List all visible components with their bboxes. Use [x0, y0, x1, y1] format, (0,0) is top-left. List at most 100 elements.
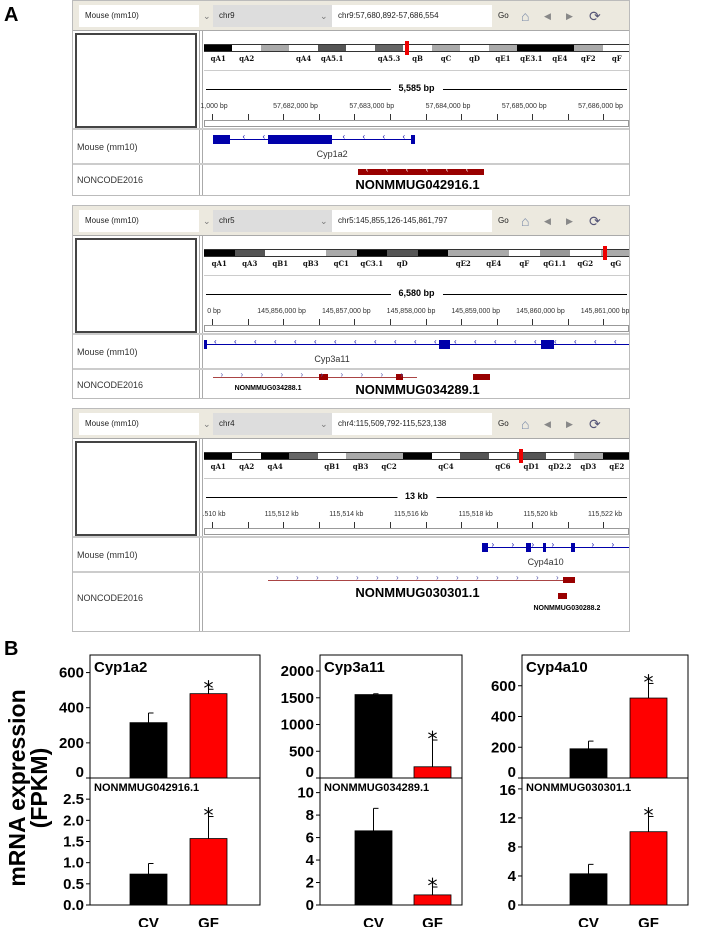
chevron-down-icon[interactable]: ⌄	[203, 216, 211, 226]
band-label: qC	[440, 54, 452, 63]
ideogram-band	[431, 44, 461, 52]
band-label: qE2	[455, 259, 471, 268]
band-label: qA2	[239, 462, 255, 471]
strand-arrow-icon: ›	[400, 370, 404, 379]
current-region-marker	[519, 449, 524, 463]
panel-divider[interactable]	[199, 439, 203, 631]
band-label: qB3	[302, 259, 319, 268]
refresh-icon[interactable]: ⟳	[589, 8, 601, 24]
ideogram-band	[374, 452, 404, 460]
chromosome-dropdown[interactable]: chr9	[213, 5, 333, 27]
divider	[204, 120, 629, 127]
chart-title: Cyp4a10	[526, 659, 588, 676]
y-tick-label: 400	[491, 709, 516, 726]
panel-divider[interactable]	[199, 31, 203, 195]
tick-label: 145,859,000 bp	[451, 308, 501, 315]
strand-arrow-icon: ›	[320, 370, 324, 379]
tick-label: 115,512 kb	[264, 511, 299, 518]
ruler-area: qA1 qA2 qA4 qA5.1 qA5.3 qB qC qD qE1 qE3.1 qE4 qF2 q…	[200, 31, 629, 129]
back-icon[interactable]: ◀	[544, 216, 551, 226]
refresh-icon[interactable]: ⟳	[589, 213, 601, 229]
ideogram-band	[204, 452, 233, 460]
divider	[204, 528, 629, 535]
strand-arrow-icon: ›	[491, 540, 495, 549]
tick-mark	[247, 114, 249, 120]
ideogram-band	[509, 249, 540, 257]
tick-mark	[603, 114, 605, 120]
exon	[212, 135, 230, 144]
gene-name: Cyp3a11	[314, 354, 350, 364]
ideogram-band	[460, 44, 489, 52]
ideogram-band	[460, 452, 489, 460]
bar-cv	[129, 722, 168, 779]
noncode-gene-name[interactable]: NONMMUG034289.1	[355, 382, 480, 397]
forward-icon[interactable]: ▶	[566, 11, 573, 21]
tick-label: 57,683,000 bp	[349, 103, 395, 110]
noncode-gene-name[interactable]: NONMMUG030288.2	[533, 605, 601, 612]
chromosome-dropdown[interactable]: chr5	[213, 210, 333, 232]
x-tick-label: GF	[422, 915, 443, 927]
strand-arrow-icon: ‹	[374, 337, 377, 346]
panel-divider[interactable]	[199, 236, 203, 398]
go-button[interactable]: Go	[498, 419, 509, 428]
y-tick-label: 2	[306, 875, 314, 892]
y-tick-label: 500	[289, 743, 314, 760]
band-label: qB	[412, 54, 423, 63]
name-panel-header	[75, 441, 197, 536]
divider	[204, 70, 629, 71]
home-icon[interactable]: ⌂	[521, 213, 530, 229]
band-label: qF2	[580, 54, 596, 63]
genome-dropdown[interactable]: Mouse (mm10)	[79, 210, 199, 232]
refresh-icon[interactable]: ⟳	[589, 416, 601, 432]
chromosome-dropdown[interactable]: chr4	[213, 413, 333, 435]
chevron-down-icon[interactable]: ⌄	[203, 11, 211, 21]
forward-icon[interactable]: ▶	[566, 216, 573, 226]
noncode-gene-name[interactable]: NONMMUG042916.1	[355, 177, 480, 192]
strand-arrow-icon: ‹	[394, 337, 397, 346]
locus-input[interactable]: chr5:145,855,126-145,861,797	[332, 210, 492, 232]
genome-dropdown[interactable]: Mouse (mm10)	[79, 5, 199, 27]
tick-label: 57,685,000 bp	[501, 103, 547, 110]
chevron-down-icon[interactable]: ⌄	[320, 11, 328, 21]
gene-feature[interactable]: ‹‹‹‹‹‹‹‹‹‹Cyp1a2	[204, 130, 629, 163]
band-label: qA1	[211, 259, 227, 268]
bar-cv	[354, 694, 393, 779]
strand-arrow-icon: ‹	[454, 337, 457, 346]
igv-browser-panel: Mouse (mm10) ⌄ chr5 ⌄ chr5:145,855,126-145,8…	[72, 205, 630, 399]
tick-mark	[283, 114, 285, 120]
noncode-gene-name[interactable]: NONMMUG030301.1	[355, 585, 480, 600]
noncode-features: ‹ ‹ ‹ ‹ ‹ ‹ NONMMUG042916.1	[204, 165, 629, 195]
band-label: qC3.1	[360, 259, 384, 268]
noncode-intron-line	[268, 580, 572, 581]
go-button[interactable]: Go	[498, 11, 509, 20]
bar-gf	[189, 838, 228, 906]
ideogram-band	[488, 44, 518, 52]
chevron-down-icon[interactable]: ⌄	[320, 216, 328, 226]
strand-arrow-icon: ›	[536, 573, 539, 582]
chevron-down-icon[interactable]: ⌄	[320, 419, 328, 429]
significance-marker: *	[644, 670, 654, 694]
home-icon[interactable]: ⌂	[521, 8, 530, 24]
back-icon[interactable]: ◀	[544, 11, 551, 21]
tick-mark	[354, 319, 356, 325]
forward-icon[interactable]: ▶	[566, 419, 573, 429]
gene-feature[interactable]: ›››››››Cyp4a10	[204, 538, 629, 571]
gene-track: Mouse (mm10)›››››››Cyp4a10	[73, 536, 629, 571]
genome-dropdown[interactable]: Mouse (mm10)	[79, 413, 199, 435]
home-icon[interactable]: ⌂	[521, 416, 530, 432]
band-label: qC1	[333, 259, 349, 268]
strand-arrow-icon: ‹	[385, 165, 389, 174]
locus-input[interactable]: chr9:57,680,892-57,686,554	[332, 5, 492, 27]
band-label: qE3.1	[520, 54, 543, 63]
noncode-gene-name[interactable]: NONMMUG034288.1	[234, 385, 302, 392]
gene-feature[interactable]: ‹ ‹ ‹ ‹ ‹ ‹ ‹ ‹ ‹ ‹ ‹ ‹ ‹ ‹ ‹ ‹ ‹ ‹ ‹ ‹ ‹ Cyp3a11	[204, 335, 629, 368]
go-button[interactable]: Go	[498, 216, 509, 225]
strand-arrow-icon: ‹	[425, 165, 429, 174]
bar-cv	[129, 873, 168, 906]
back-icon[interactable]: ◀	[544, 419, 551, 429]
tick-mark	[318, 114, 320, 120]
y-tick-label: 0	[306, 764, 314, 781]
chevron-down-icon[interactable]: ⌄	[203, 419, 211, 429]
tick-mark	[567, 319, 569, 325]
locus-input[interactable]: chr4:115,509,792-115,523,138	[332, 413, 492, 435]
